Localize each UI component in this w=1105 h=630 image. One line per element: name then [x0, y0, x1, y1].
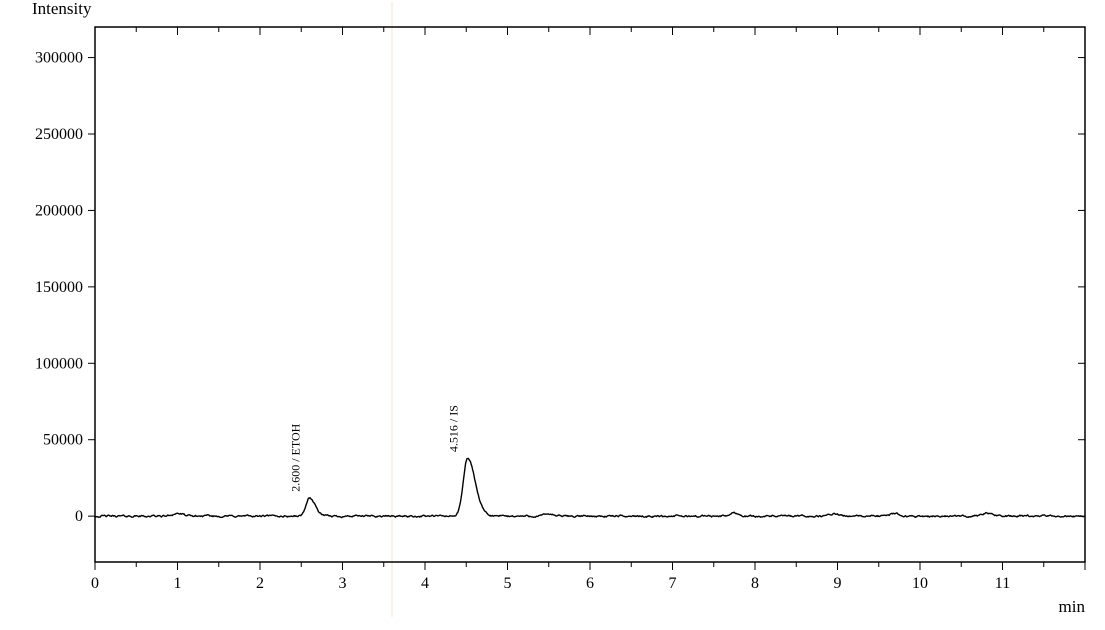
x-axis-ticks: 0 1 2 3 4 5 6 7 8 9 10 11 [91, 27, 1085, 592]
x-tick-label: 2 [256, 575, 264, 592]
x-tick-label: 10 [912, 575, 928, 592]
y-tick-label: 300000 [35, 50, 83, 67]
chromatogram-chart: Intensity min 05000010000015000020000025… [0, 0, 1105, 630]
x-axis-label: min [1059, 597, 1086, 616]
y-axis-label: Intensity [32, 0, 92, 18]
x-tick-label: 0 [91, 575, 99, 592]
peak-label: 4.516 / IS [447, 405, 461, 452]
plot-border [95, 27, 1085, 562]
y-tick-label: 0 [75, 508, 83, 525]
y-tick-label: 50000 [43, 432, 83, 449]
x-tick-label: 4 [421, 575, 429, 592]
x-tick-label: 8 [751, 575, 759, 592]
y-tick-label: 200000 [35, 202, 83, 219]
peak-labels: 2.600 / ETOH 4.516 / IS [289, 405, 461, 492]
x-tick-label: 6 [586, 575, 594, 592]
x-tick-label: 7 [669, 575, 677, 592]
peak-label: 2.600 / ETOH [289, 423, 303, 491]
y-tick-label: 100000 [35, 355, 83, 372]
y-tick-label: 150000 [35, 279, 83, 296]
x-tick-label: 11 [995, 575, 1010, 592]
y-tick-label: 250000 [35, 126, 83, 143]
x-tick-label: 1 [174, 575, 182, 592]
x-tick-label: 3 [339, 575, 347, 592]
x-tick-label: 5 [504, 575, 512, 592]
chromatogram-trace [95, 458, 1085, 517]
y-axis-ticks: 0 50000 100000 150000 200000 250000 300000 [35, 50, 1085, 526]
x-tick-label: 9 [834, 575, 842, 592]
